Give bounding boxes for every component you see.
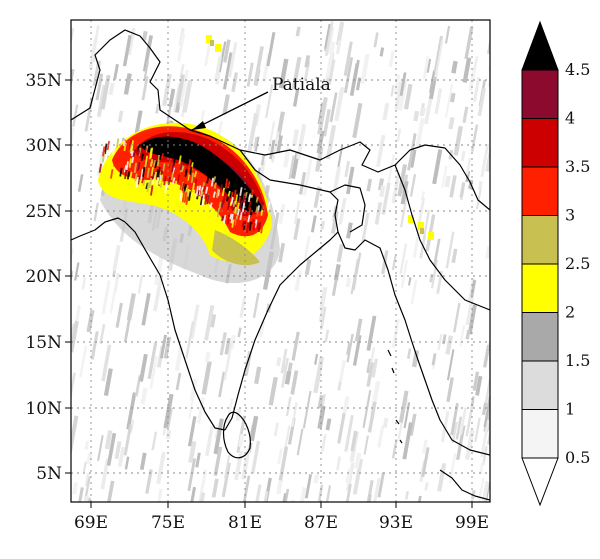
colorbar-level-label: 1.5: [565, 351, 590, 370]
lat-tick-label: 25N: [25, 202, 62, 222]
map-panel: [70, 19, 491, 503]
lon-tick-label: 99E: [455, 513, 489, 533]
colorbar-level-label: 0.5: [565, 448, 590, 467]
lat-lon-grid: [71, 20, 490, 502]
colorbar: 0.5 1 1.5 2 2.5 3 3.5 4 4.5: [521, 20, 590, 507]
lat-tick-label: 5N: [36, 464, 62, 484]
location-label: Patiala: [272, 75, 331, 95]
lat-tick-label: 20N: [25, 267, 62, 287]
tick-marks: [65, 79, 473, 508]
lat-tick-label: 10N: [25, 399, 62, 419]
lat-tick-label: 30N: [25, 136, 62, 156]
lon-tick-label: 75E: [151, 513, 185, 533]
lat-tick-label: 35N: [25, 71, 62, 91]
colorbar-box: [521, 215, 559, 265]
colorbar-level-label: 2.5: [565, 254, 590, 273]
plume-speckle: [98, 138, 271, 234]
patiala-annotation: Patiala: [191, 75, 331, 131]
colorbar-box: [521, 360, 559, 410]
colorbar-box: [521, 166, 559, 216]
annotation-arrow-head: [192, 121, 206, 130]
lon-tick-label: 87E: [304, 513, 338, 533]
lon-tick-label: 69E: [74, 513, 108, 533]
lat-tick-label: 15N: [25, 333, 62, 353]
colorbar-box: [521, 263, 559, 313]
coastlines: [71, 29, 490, 501]
map-frame: [70, 19, 491, 503]
colorbar-box: [521, 118, 559, 168]
colorbar-level-label: 3: [565, 206, 575, 225]
annotation-arrow-line: [191, 91, 269, 131]
colorbar-box: [521, 69, 559, 119]
colorbar-level-label: 3.5: [565, 157, 590, 176]
latitude-axis: 35N 30N 25N 20N 15N 10N 5N: [25, 71, 62, 484]
colorbar-max-arrow: [521, 20, 559, 71]
colorbar-level-label: 4.5: [565, 60, 590, 79]
colorbar-level-label: 2: [565, 303, 575, 322]
colorbar-level-label: 1: [565, 400, 575, 419]
lon-tick-label: 81E: [228, 513, 262, 533]
colorbar-min-arrow: [521, 457, 559, 507]
colorbar-box: [521, 312, 559, 362]
lon-tick-label: 93E: [379, 513, 413, 533]
colorbar-level-label: 4: [565, 109, 575, 128]
longitude-axis: 69E 75E 81E 87E 93E 99E: [74, 513, 489, 533]
satellite-swath-stripes: [71, 21, 490, 502]
colorbar-box: [521, 409, 559, 459]
